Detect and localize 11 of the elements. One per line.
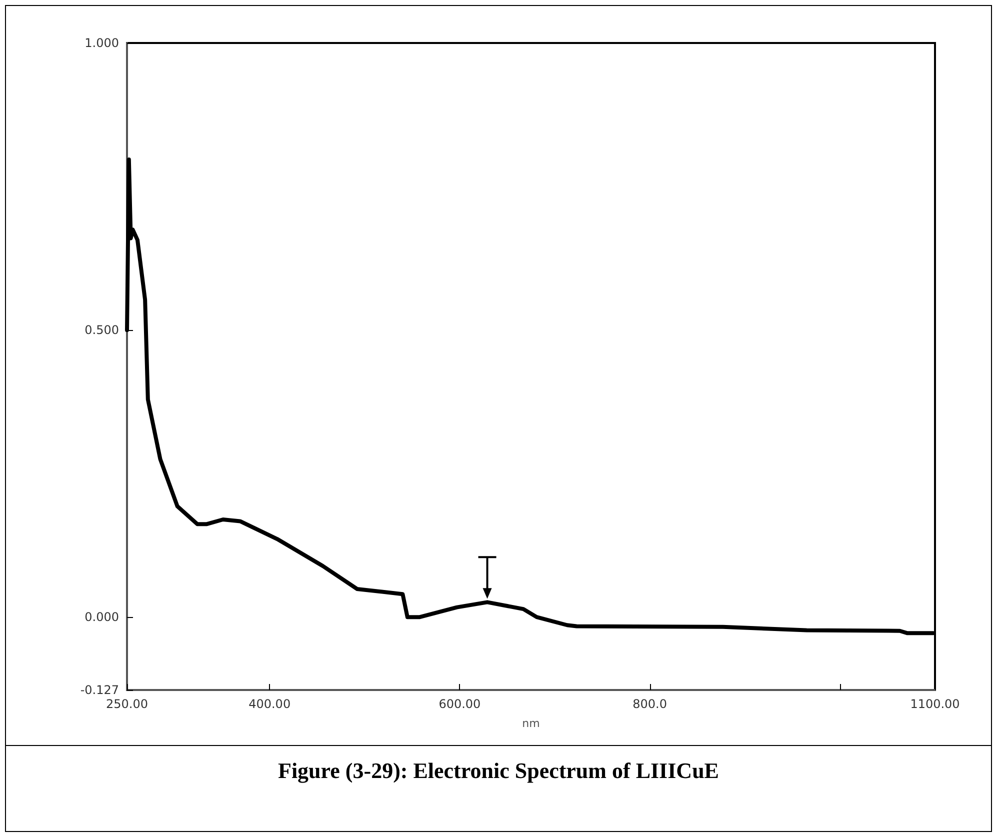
x-tick-label: 800.0 bbox=[632, 697, 668, 711]
x-tick-label: 1100.00 bbox=[910, 697, 960, 711]
y-tick-label: -0.127 bbox=[80, 683, 119, 697]
y-tick-label: 0.500 bbox=[84, 323, 119, 338]
y-tick-label: 0.000 bbox=[84, 610, 119, 624]
text: Figure (3-29): Electronic Spectrum of LIIICuE bbox=[5, 745, 992, 832]
y-tick-label: 1.000 bbox=[84, 36, 119, 50]
x-axis-title: nm bbox=[522, 717, 540, 730]
x-tick-label: 400.00 bbox=[248, 697, 291, 711]
x-tick-label: 600.00 bbox=[438, 697, 481, 711]
x-tick-label: 250.00 bbox=[106, 697, 148, 711]
